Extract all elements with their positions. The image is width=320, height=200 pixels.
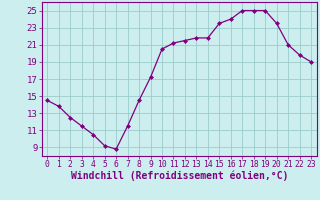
X-axis label: Windchill (Refroidissement éolien,°C): Windchill (Refroidissement éolien,°C) — [70, 171, 288, 181]
